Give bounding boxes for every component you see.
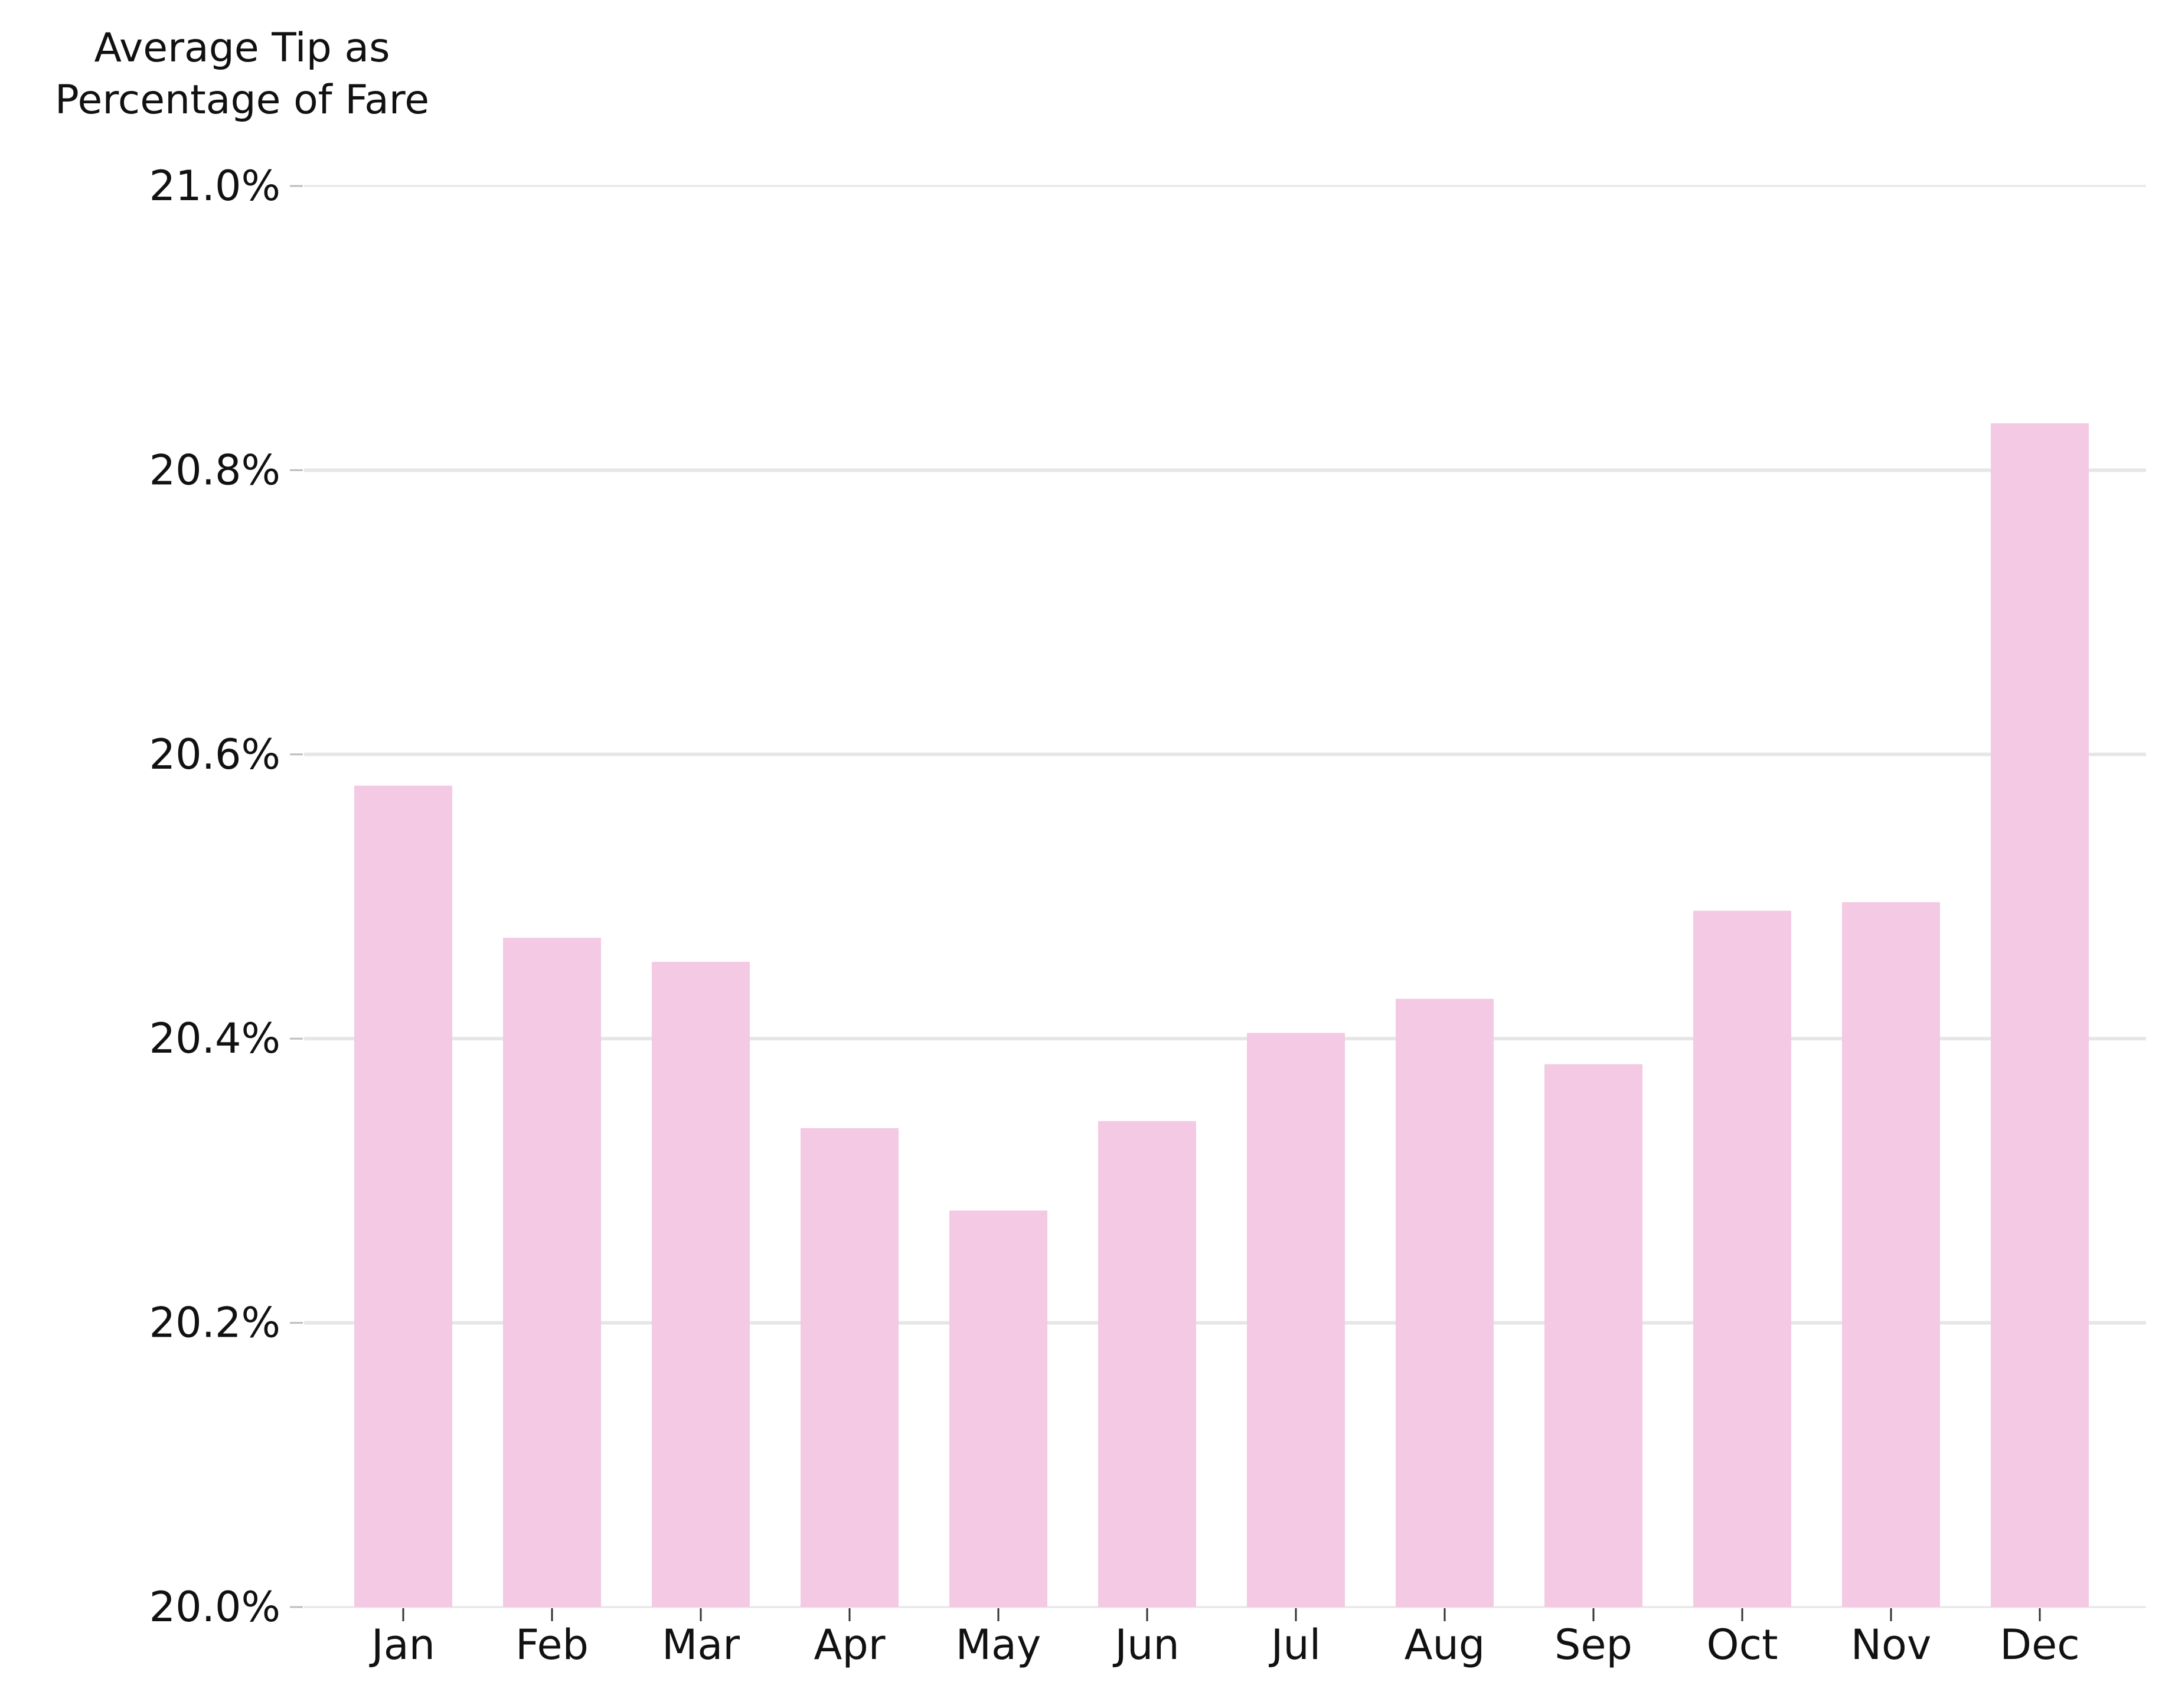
y-tick-label: 20.0%: [149, 1583, 280, 1631]
y-tick-label: 20.4%: [149, 1014, 280, 1063]
bar-apr: [801, 1128, 899, 1607]
x-tick-label: Feb: [515, 1621, 589, 1669]
bar-feb: [503, 938, 601, 1607]
x-tick-label: Dec: [2000, 1621, 2079, 1669]
bar-sep: [1544, 1064, 1642, 1607]
bar-may: [949, 1210, 1047, 1607]
x-tick-label: Aug: [1405, 1621, 1485, 1669]
y-tick-label: 20.8%: [149, 446, 280, 494]
y-tick-label: 21.0%: [149, 162, 280, 210]
x-tick-label: Jun: [1112, 1621, 1179, 1669]
x-tick-label: Sep: [1554, 1621, 1632, 1669]
x-tick-label: Jan: [369, 1621, 435, 1669]
bar-jun: [1098, 1121, 1196, 1607]
x-tick-label: Oct: [1706, 1621, 1778, 1669]
x-tick-label: May: [956, 1621, 1041, 1669]
x-tick-label: Apr: [814, 1621, 885, 1669]
y-axis-label-line-2: Percentage of Fare: [54, 77, 430, 123]
x-tick-label: Jul: [1269, 1621, 1321, 1669]
bar-mar: [652, 962, 750, 1607]
x-tick-label: Nov: [1851, 1621, 1932, 1669]
x-tick-label: Mar: [662, 1621, 740, 1669]
y-axis-label-line-1: Average Tip as: [94, 25, 390, 71]
bar-jul: [1247, 1033, 1345, 1607]
y-tick-label: 20.2%: [149, 1299, 280, 1347]
bar-aug: [1396, 998, 1494, 1607]
bar-dec: [1991, 423, 2089, 1607]
y-tick-label: 20.6%: [149, 730, 280, 779]
y-axis-label: Average Tip as Percentage of Fare: [6, 22, 478, 126]
bar-jan: [354, 785, 452, 1607]
bar-nov: [1842, 902, 1940, 1607]
bar-oct: [1693, 910, 1791, 1607]
